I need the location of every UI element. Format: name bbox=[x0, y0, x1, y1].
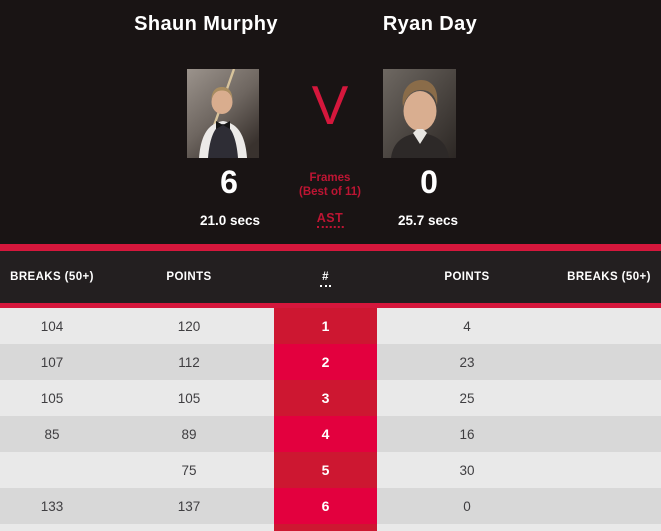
breaks-right-cell bbox=[557, 416, 661, 452]
red-divider-top bbox=[0, 244, 661, 251]
partial-next-row bbox=[0, 524, 661, 531]
table-row: 107 112 2 23 bbox=[0, 344, 661, 380]
frame-number-cell[interactable]: 6 bbox=[274, 488, 377, 524]
points-left-cell: 89 bbox=[104, 416, 274, 452]
table-row: 133 137 6 0 bbox=[0, 488, 661, 524]
player-name-right: Ryan Day bbox=[382, 13, 478, 35]
header-points-left: POINTS bbox=[166, 271, 212, 283]
header-breaks-right: BREAKS (50+) bbox=[567, 271, 651, 283]
frame-number-cell[interactable]: 3 bbox=[274, 380, 377, 416]
table-row: 104 120 1 4 bbox=[0, 308, 661, 344]
points-left-cell: 75 bbox=[104, 452, 274, 488]
versus-letter: V bbox=[311, 74, 349, 136]
score-right: 0 bbox=[420, 164, 438, 200]
breaks-left-cell: 104 bbox=[0, 308, 104, 344]
breaks-left-cell: 133 bbox=[0, 488, 104, 524]
breaks-left-cell: 85 bbox=[0, 416, 104, 452]
points-left-cell: 120 bbox=[104, 308, 274, 344]
breaks-right-cell bbox=[557, 308, 661, 344]
points-right-cell: 23 bbox=[377, 344, 557, 380]
player-photo-left bbox=[187, 69, 259, 158]
points-right-cell: 30 bbox=[377, 452, 557, 488]
table-row: 75 5 30 bbox=[0, 452, 661, 488]
frame-number-cell[interactable]: 5 bbox=[274, 452, 377, 488]
match-header: Shaun Murphy Ryan Day bbox=[0, 0, 661, 244]
frame-number-cell[interactable]: 2 bbox=[274, 344, 377, 380]
frame-number-cell[interactable]: 4 bbox=[274, 416, 377, 452]
red-divider-bottom bbox=[0, 303, 661, 308]
breaks-left-cell: 105 bbox=[0, 380, 104, 416]
points-right-cell: 0 bbox=[377, 488, 557, 524]
points-left-cell: 137 bbox=[104, 488, 274, 524]
header-breaks-left: BREAKS (50+) bbox=[10, 271, 94, 283]
frames-table-body: 104 120 1 4 107 112 2 23 105 105 3 25 85… bbox=[0, 308, 661, 524]
header-frame-number: # bbox=[274, 271, 377, 287]
avg-shot-time-left: 21.0 secs bbox=[199, 213, 261, 228]
breaks-right-cell bbox=[557, 344, 661, 380]
frames-label-line1: Frames bbox=[309, 172, 351, 184]
points-right-cell: 16 bbox=[377, 416, 557, 452]
avg-shot-time-right: 25.7 secs bbox=[397, 213, 459, 228]
breaks-left-cell: 107 bbox=[0, 344, 104, 380]
points-left-cell: 112 bbox=[104, 344, 274, 380]
table-row: 105 105 3 25 bbox=[0, 380, 661, 416]
table-row: 85 89 4 16 bbox=[0, 416, 661, 452]
frames-label: Frames (Best of 11) bbox=[260, 172, 400, 200]
score-left: 6 bbox=[220, 164, 238, 200]
header-points-right: POINTS bbox=[444, 271, 490, 283]
player-name-left: Shaun Murphy bbox=[134, 13, 278, 35]
points-left-cell: 105 bbox=[104, 380, 274, 416]
points-right-cell: 4 bbox=[377, 308, 557, 344]
frames-label-line2: (Best of 11) bbox=[299, 185, 361, 198]
points-right-cell: 25 bbox=[377, 380, 557, 416]
breaks-right-cell bbox=[557, 380, 661, 416]
breaks-left-cell bbox=[0, 452, 104, 488]
frame-number-abbr[interactable]: # bbox=[320, 271, 331, 287]
breaks-right-cell bbox=[557, 488, 661, 524]
breaks-right-cell bbox=[557, 452, 661, 488]
frame-number-cell[interactable]: 1 bbox=[274, 308, 377, 344]
frames-table-header: BREAKS (50+) POINTS # POINTS BREAKS (50+… bbox=[0, 251, 661, 303]
ast-abbr-link[interactable]: AST bbox=[316, 211, 344, 228]
player-photo-right bbox=[383, 69, 456, 158]
